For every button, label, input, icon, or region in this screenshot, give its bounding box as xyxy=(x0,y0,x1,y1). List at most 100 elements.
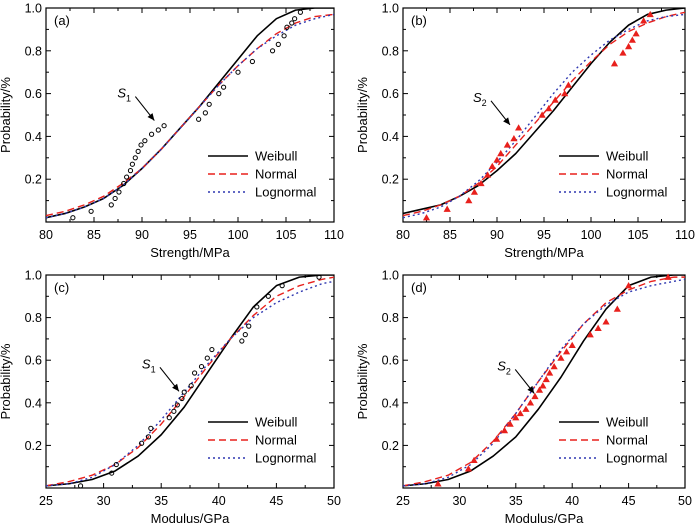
data-point xyxy=(515,124,523,131)
data-point xyxy=(161,123,167,129)
x-tick-label: 50 xyxy=(327,494,341,508)
legend: Weibull Normal Lognormal xyxy=(208,415,317,466)
data-point xyxy=(443,205,451,212)
y-axis-title: Probability/% xyxy=(0,77,13,153)
y-tick-label: 0.6 xyxy=(382,87,399,101)
data-point xyxy=(135,148,141,154)
x-tick-label: 45 xyxy=(269,494,283,508)
panel-label: (c) xyxy=(54,280,69,295)
series-line-lognormal xyxy=(46,13,334,219)
x-tick-label: 50 xyxy=(678,494,692,508)
data-point xyxy=(202,110,208,116)
x-tick-label: 30 xyxy=(97,494,111,508)
data-point xyxy=(116,189,122,195)
data-point xyxy=(470,188,479,195)
data-point xyxy=(289,20,295,26)
legend-label-weibull: Weibull xyxy=(255,149,298,164)
x-axis-title: Strength/MPa xyxy=(504,245,584,260)
y-tick-label: 0.4 xyxy=(382,396,399,410)
legend: Weibull Normal Lognormal xyxy=(208,149,317,200)
data-point xyxy=(535,386,544,393)
data-point xyxy=(539,382,547,389)
data-point xyxy=(522,405,530,412)
data-point xyxy=(77,483,84,489)
x-tick-label: 105 xyxy=(628,228,649,242)
y-tick-label: 0.2 xyxy=(382,173,399,187)
annotation-arrow-head xyxy=(503,117,510,125)
data-point xyxy=(422,214,431,221)
data-point xyxy=(506,420,514,427)
x-tick-label: 95 xyxy=(183,228,197,242)
series-line-normal xyxy=(46,276,334,487)
x-tick-label: 35 xyxy=(509,494,523,508)
series-line-normal xyxy=(403,11,685,217)
data-point xyxy=(497,149,505,157)
legend-label-weibull: Weibull xyxy=(606,415,649,430)
data-point xyxy=(610,60,619,67)
x-tick-label: 90 xyxy=(490,228,504,242)
y-tick-label: 0.6 xyxy=(25,87,42,101)
panel-a: 80 85 90 95 100 105 110 0.2 0.4 0.6 0.8 1.0 Strength… xyxy=(0,2,344,261)
x-tick-label: 95 xyxy=(537,228,551,242)
x-tick-label: 85 xyxy=(87,228,101,242)
data-point xyxy=(434,480,442,487)
data-point xyxy=(646,10,654,18)
panel-d: 25 30 35 40 45 50 0.2 0.4 0.6 0.8 1.0 Modulus/GPa Pr… xyxy=(355,269,692,527)
x-tick-label: 90 xyxy=(135,228,149,242)
data-point xyxy=(127,168,134,174)
data-point xyxy=(108,202,114,208)
legend: Weibull Normal Lognormal xyxy=(559,415,668,466)
data-point xyxy=(132,155,138,161)
y-tick-label: 0.4 xyxy=(382,130,399,144)
data-point xyxy=(269,48,276,54)
y-axis-title: Probability/% xyxy=(355,77,370,153)
data-point xyxy=(88,208,94,214)
data-point xyxy=(550,362,558,370)
data-point xyxy=(564,81,573,88)
data-point xyxy=(196,116,202,122)
data-point xyxy=(510,134,518,142)
y-tick-label: 1.0 xyxy=(382,2,399,16)
data-point xyxy=(246,323,252,329)
y-tick-label: 1.0 xyxy=(25,2,42,16)
y-tick-label: 1.0 xyxy=(382,269,399,283)
data-point xyxy=(188,383,194,389)
legend-label-normal: Normal xyxy=(255,167,297,182)
x-axis-title: Strength/MPa xyxy=(150,245,230,260)
data-point xyxy=(297,9,303,15)
data-point xyxy=(542,375,550,383)
x-tick-label: 80 xyxy=(396,228,410,242)
data-point xyxy=(198,363,205,370)
panel-label: (d) xyxy=(411,280,427,295)
x-tick-label: 25 xyxy=(39,494,53,508)
series-line-lognormal xyxy=(403,278,685,487)
data-point xyxy=(129,161,135,167)
data-point xyxy=(142,138,148,144)
annotation-arrow-head xyxy=(527,385,535,394)
legend-label-normal: Normal xyxy=(255,433,297,448)
data-point xyxy=(531,392,539,400)
y-tick-label: 1.0 xyxy=(25,269,42,283)
data-point xyxy=(181,389,187,395)
data-point xyxy=(500,426,509,434)
x-tick-label: 25 xyxy=(396,494,410,508)
y-tick-label: 0.2 xyxy=(25,439,42,453)
data-point xyxy=(526,399,535,406)
y-tick-label: 0.8 xyxy=(382,311,399,325)
data-point xyxy=(265,293,271,299)
data-point xyxy=(109,470,115,476)
panel-label: (a) xyxy=(54,13,70,28)
data-point xyxy=(239,338,245,344)
data-point xyxy=(568,341,576,348)
data-point xyxy=(493,156,501,163)
data-point xyxy=(561,90,569,97)
panel-b: 80 85 90 95 100 105 110 0.2 0.4 0.6 0.8 1.0 Strength… xyxy=(355,2,695,261)
data-point xyxy=(586,331,594,338)
data-point xyxy=(204,355,210,361)
data-point xyxy=(625,282,633,289)
x-tick-label: 30 xyxy=(452,494,466,508)
data-point xyxy=(316,274,322,280)
data-point xyxy=(516,409,524,417)
series-line-weibull xyxy=(403,8,685,215)
data-point xyxy=(166,415,172,421)
